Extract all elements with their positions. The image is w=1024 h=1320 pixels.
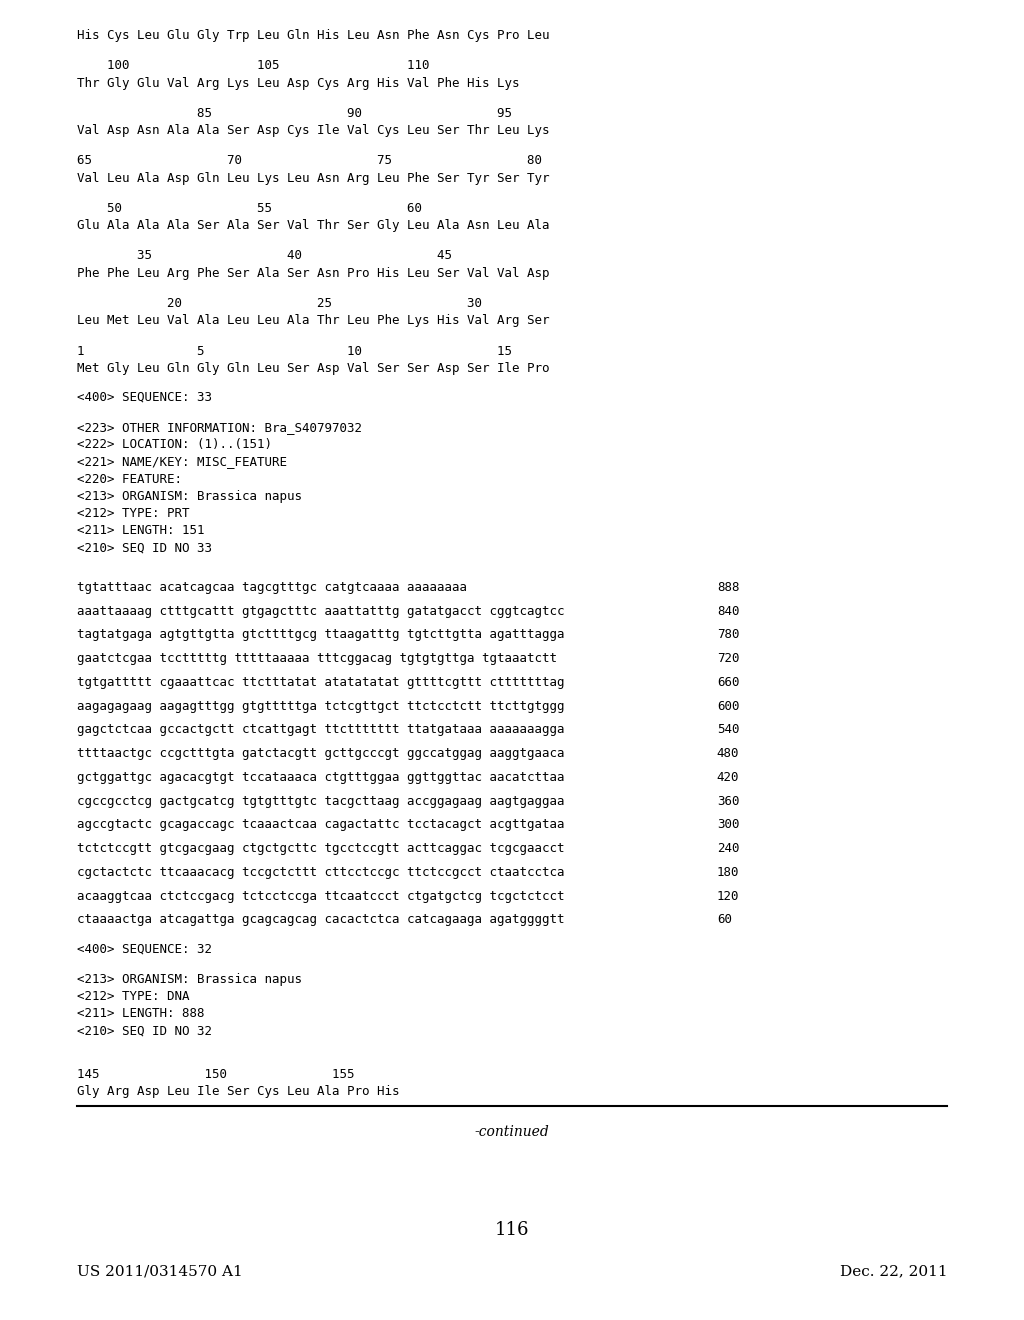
Text: 1               5                   10                  15: 1 5 10 15 [77,345,512,358]
Text: 145              150              155: 145 150 155 [77,1068,354,1081]
Text: <222> LOCATION: (1)..(151): <222> LOCATION: (1)..(151) [77,438,271,451]
Text: cgctactctc ttcaaacacg tccgctcttt cttcctccgc ttctccgcct ctaatcctca: cgctactctc ttcaaacacg tccgctcttt cttcctc… [77,866,564,879]
Text: tctctccgtt gtcgacgaag ctgctgcttc tgcctccgtt acttcaggac tcgcgaacct: tctctccgtt gtcgacgaag ctgctgcttc tgcctcc… [77,842,564,855]
Text: Phe Phe Leu Arg Phe Ser Ala Ser Asn Pro His Leu Ser Val Val Asp: Phe Phe Leu Arg Phe Ser Ala Ser Asn Pro … [77,267,549,280]
Text: <220> FEATURE:: <220> FEATURE: [77,473,182,486]
Text: 60: 60 [717,913,732,927]
Text: <400> SEQUENCE: 32: <400> SEQUENCE: 32 [77,942,212,956]
Text: 180: 180 [717,866,739,879]
Text: 20                  25                  30: 20 25 30 [77,297,482,310]
Text: <213> ORGANISM: Brassica napus: <213> ORGANISM: Brassica napus [77,490,302,503]
Text: 840: 840 [717,605,739,618]
Text: Val Leu Ala Asp Gln Leu Lys Leu Asn Arg Leu Phe Ser Tyr Ser Tyr: Val Leu Ala Asp Gln Leu Lys Leu Asn Arg … [77,172,549,185]
Text: <212> TYPE: DNA: <212> TYPE: DNA [77,990,189,1003]
Text: 540: 540 [717,723,739,737]
Text: 480: 480 [717,747,739,760]
Text: <210> SEQ ID NO 33: <210> SEQ ID NO 33 [77,541,212,554]
Text: 888: 888 [717,581,739,594]
Text: 660: 660 [717,676,739,689]
Text: aaattaaaag ctttgcattt gtgagctttc aaattatttg gatatgacct cggtcagtcc: aaattaaaag ctttgcattt gtgagctttc aaattat… [77,605,564,618]
Text: 120: 120 [717,890,739,903]
Text: cgccgcctcg gactgcatcg tgtgtttgtc tacgcttaag accggagaag aagtgaggaa: cgccgcctcg gactgcatcg tgtgtttgtc tacgctt… [77,795,564,808]
Text: <221> NAME/KEY: MISC_FEATURE: <221> NAME/KEY: MISC_FEATURE [77,455,287,469]
Text: 720: 720 [717,652,739,665]
Text: Dec. 22, 2011: Dec. 22, 2011 [840,1265,947,1279]
Text: <223> OTHER INFORMATION: Bra_S40797032: <223> OTHER INFORMATION: Bra_S40797032 [77,421,361,434]
Text: tagtatgaga agtgttgtta gtcttttgcg ttaagatttg tgtcttgtta agatttagga: tagtatgaga agtgttgtta gtcttttgcg ttaagat… [77,628,564,642]
Text: Leu Met Leu Val Ala Leu Leu Ala Thr Leu Phe Lys His Val Arg Ser: Leu Met Leu Val Ala Leu Leu Ala Thr Leu … [77,314,549,327]
Text: tgtgattttt cgaaattcac ttctttatat atatatatat gttttcgttt ctttttttag: tgtgattttt cgaaattcac ttctttatat atatata… [77,676,564,689]
Text: aagagagaag aagagtttgg gtgtttttga tctcgttgct ttctcctctt ttcttgtggg: aagagagaag aagagtttgg gtgtttttga tctcgtt… [77,700,564,713]
Text: gagctctcaa gccactgctt ctcattgagt ttcttttttt ttatgataaa aaaaaaagga: gagctctcaa gccactgctt ctcattgagt ttctttt… [77,723,564,737]
Text: 300: 300 [717,818,739,832]
Text: US 2011/0314570 A1: US 2011/0314570 A1 [77,1265,243,1279]
Text: <211> LENGTH: 888: <211> LENGTH: 888 [77,1007,205,1020]
Text: agccgtactc gcagaccagc tcaaactcaa cagactattc tcctacagct acgttgataa: agccgtactc gcagaccagc tcaaactcaa cagacta… [77,818,564,832]
Text: ctaaaactga atcagattga gcagcagcag cacactctca catcagaaga agatggggtt: ctaaaactga atcagattga gcagcagcag cacactc… [77,913,564,927]
Text: <211> LENGTH: 151: <211> LENGTH: 151 [77,524,205,537]
Text: Thr Gly Glu Val Arg Lys Leu Asp Cys Arg His Val Phe His Lys: Thr Gly Glu Val Arg Lys Leu Asp Cys Arg … [77,77,519,90]
Text: His Cys Leu Glu Gly Trp Leu Gln His Leu Asn Phe Asn Cys Pro Leu: His Cys Leu Glu Gly Trp Leu Gln His Leu … [77,29,549,42]
Text: 360: 360 [717,795,739,808]
Text: Met Gly Leu Gln Gly Gln Leu Ser Asp Val Ser Ser Asp Ser Ile Pro: Met Gly Leu Gln Gly Gln Leu Ser Asp Val … [77,362,549,375]
Text: 600: 600 [717,700,739,713]
Text: 116: 116 [495,1221,529,1239]
Text: 420: 420 [717,771,739,784]
Text: Glu Ala Ala Ala Ser Ala Ser Val Thr Ser Gly Leu Ala Asn Leu Ala: Glu Ala Ala Ala Ser Ala Ser Val Thr Ser … [77,219,549,232]
Text: Gly Arg Asp Leu Ile Ser Cys Leu Ala Pro His: Gly Arg Asp Leu Ile Ser Cys Leu Ala Pro … [77,1085,399,1098]
Text: 50                  55                  60: 50 55 60 [77,202,422,215]
Text: 85                  90                  95: 85 90 95 [77,107,512,120]
Text: acaaggtcaa ctctccgacg tctcctccga ttcaatccct ctgatgctcg tcgctctcct: acaaggtcaa ctctccgacg tctcctccga ttcaatc… [77,890,564,903]
Text: <213> ORGANISM: Brassica napus: <213> ORGANISM: Brassica napus [77,973,302,986]
Text: tgtatttaac acatcagcaa tagcgtttgc catgtcaaaa aaaaaaaa: tgtatttaac acatcagcaa tagcgtttgc catgtca… [77,581,467,594]
Text: <400> SEQUENCE: 33: <400> SEQUENCE: 33 [77,391,212,404]
Text: gctggattgc agacacgtgt tccataaaca ctgtttggaa ggttggttac aacatcttaa: gctggattgc agacacgtgt tccataaaca ctgtttg… [77,771,564,784]
Text: 65                  70                  75                  80: 65 70 75 80 [77,154,542,168]
Text: 240: 240 [717,842,739,855]
Text: Val Asp Asn Ala Ala Ser Asp Cys Ile Val Cys Leu Ser Thr Leu Lys: Val Asp Asn Ala Ala Ser Asp Cys Ile Val … [77,124,549,137]
Text: 35                  40                  45: 35 40 45 [77,249,452,263]
Text: -continued: -continued [475,1125,549,1139]
Text: ttttaactgc ccgctttgta gatctacgtt gcttgcccgt ggccatggag aaggtgaaca: ttttaactgc ccgctttgta gatctacgtt gcttgcc… [77,747,564,760]
Text: gaatctcgaa tcctttttg tttttaaaaa tttcggacag tgtgtgttga tgtaaatctt: gaatctcgaa tcctttttg tttttaaaaa tttcggac… [77,652,557,665]
Text: <210> SEQ ID NO 32: <210> SEQ ID NO 32 [77,1024,212,1038]
Text: <212> TYPE: PRT: <212> TYPE: PRT [77,507,189,520]
Text: 780: 780 [717,628,739,642]
Text: 100                 105                 110: 100 105 110 [77,59,429,73]
